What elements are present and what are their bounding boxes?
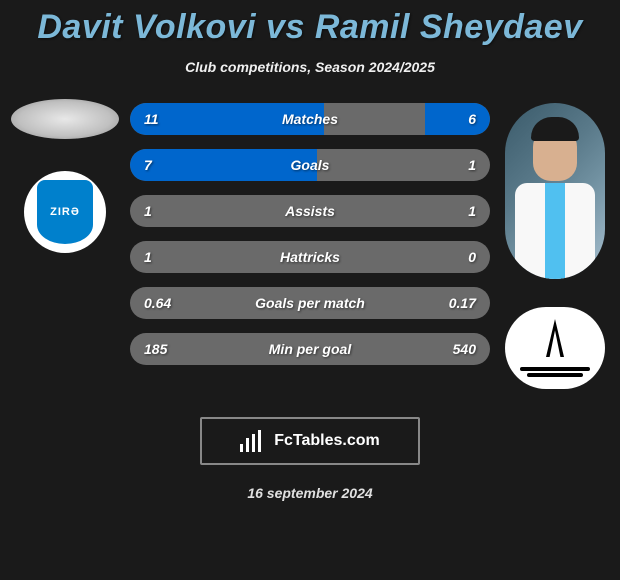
stat-label: Assists [285, 203, 335, 219]
stat-label: Min per goal [269, 341, 351, 357]
stat-row: 11 Matches 6 [130, 103, 490, 135]
stat-row: 1 Hattricks 0 [130, 241, 490, 273]
stat-value-right: 0 [468, 249, 476, 265]
date-label: 16 september 2024 [247, 485, 372, 501]
wave-line-icon [520, 367, 590, 371]
club-badge-right [505, 307, 605, 389]
stat-label: Hattricks [280, 249, 340, 265]
stat-row: 7 Goals 1 [130, 149, 490, 181]
main-area: ZIRƏ 11 Matches 6 7 Goals [0, 103, 620, 389]
stat-value-right: 1 [468, 157, 476, 173]
stat-bar-matches: 11 Matches 6 [130, 103, 490, 135]
wave-line-icon [527, 373, 583, 377]
stat-value-right: 0.17 [449, 295, 476, 311]
stat-value-left: 11 [144, 111, 159, 127]
stats-column: 11 Matches 6 7 Goals 1 1 Assists 1 [130, 103, 490, 389]
stat-value-right: 540 [453, 341, 476, 357]
brand-label: FcTables.com [274, 432, 380, 450]
infographic-root: Davit Volkovi vs Ramil Sheydaev Club com… [0, 0, 620, 580]
stat-value-left: 185 [144, 341, 167, 357]
player-photo-left [11, 99, 119, 139]
stat-bar-assists: 1 Assists 1 [130, 195, 490, 227]
stat-row: 1 Assists 1 [130, 195, 490, 227]
stat-bar-gpm: 0.64 Goals per match 0.17 [130, 287, 490, 319]
stat-bar-mpg: 185 Min per goal 540 [130, 333, 490, 365]
stat-label: Matches [282, 111, 338, 127]
stat-label: Goals per match [255, 295, 365, 311]
oil-tower-icon [546, 319, 564, 357]
left-player-column: ZIRƏ [0, 103, 130, 389]
stat-value-left: 0.64 [144, 295, 171, 311]
right-player-column [490, 103, 620, 389]
club-label-left: ZIRƏ [50, 206, 80, 218]
stat-bar-goals: 7 Goals 1 [130, 149, 490, 181]
stat-value-left: 7 [144, 157, 152, 173]
brand-box: FcTables.com [200, 417, 420, 465]
club-badge-left: ZIRƏ [24, 171, 106, 253]
jersey-shape [515, 183, 595, 279]
stat-value-right: 1 [468, 203, 476, 219]
stat-value-left: 1 [144, 249, 152, 265]
stat-value-left: 1 [144, 203, 152, 219]
bar-chart-icon [240, 430, 266, 452]
stat-fill-right [425, 103, 490, 135]
stat-row: 185 Min per goal 540 [130, 333, 490, 365]
stat-label: Goals [291, 157, 330, 173]
neftchi-icon [520, 319, 590, 377]
stat-value-right: 6 [468, 111, 476, 127]
player-hair-shape [531, 117, 579, 141]
stat-row: 0.64 Goals per match 0.17 [130, 287, 490, 319]
subtitle: Club competitions, Season 2024/2025 [185, 59, 435, 75]
page-title: Davit Volkovi vs Ramil Sheydaev [37, 8, 582, 47]
zira-shield-icon: ZIRƏ [37, 180, 93, 244]
stat-fill-left [130, 149, 317, 181]
jersey-stripe [545, 183, 565, 279]
player-photo-right [505, 103, 605, 279]
stat-bar-hattricks: 1 Hattricks 0 [130, 241, 490, 273]
